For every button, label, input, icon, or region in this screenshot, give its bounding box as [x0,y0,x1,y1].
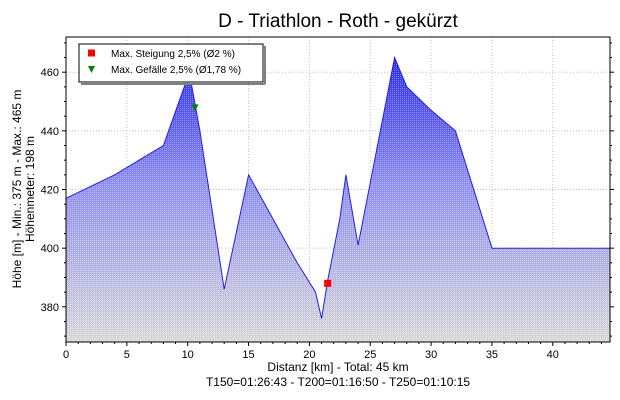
markers [191,104,332,287]
x-tick-label: 5 [124,349,130,361]
x-axis-label: Distanz [km] - Total: 45 km [267,360,408,374]
legend-label-steigung: Max. Steigung 2,5% (Ø2 %) [111,49,235,60]
max-steigung-marker [324,279,332,287]
x-tick-label: 10 [182,349,194,361]
legend-square-marker [88,49,95,57]
legend-label-gefaelle: Max. Gefälle 2,5% (Ø1,78 %) [111,65,241,76]
y-tick-label: 400 [41,243,59,255]
x-axis-time-label: T150=01:26:43 - T200=01:16:50 - T250=01:… [206,375,470,389]
y-tick-label: 420 [41,185,59,197]
max-gefaelle-marker [191,104,199,112]
elevation-fill-texture [66,57,610,342]
y-tick-label: 380 [41,302,59,314]
x-tick-label: 25 [364,349,376,361]
y-tick-label: 460 [41,67,59,79]
legend-box [78,43,264,83]
x-tick-label: 15 [242,349,254,361]
y-axis-secondary-label: Höhenmeter: 198 m [23,136,37,242]
elevation-line [65,55,610,319]
y-tick-label: 440 [41,126,59,138]
y-axis-label: Höhe [m] - Min.: 375 m - Max.: 465 m [10,90,24,289]
x-tick-label: 0 [63,349,69,361]
elevation-area [65,55,610,342]
legend: Max. Steigung 2,5% (Ø2 %) Max. Gefälle 2… [78,43,266,85]
x-tick-label: 35 [486,349,498,361]
x-tick-label: 30 [425,349,437,361]
x-tick-label: 40 [547,349,559,361]
chart-title: D - Triathlon - Roth - gekürzt [218,11,458,32]
x-axis-ticks: 0 5 10 15 20 25 30 35 40 [63,342,602,361]
legend-triangle-marker [88,66,95,73]
y-axis-ticks: 380 400 420 440 460 [41,42,614,337]
x-tick-label: 20 [303,349,315,361]
